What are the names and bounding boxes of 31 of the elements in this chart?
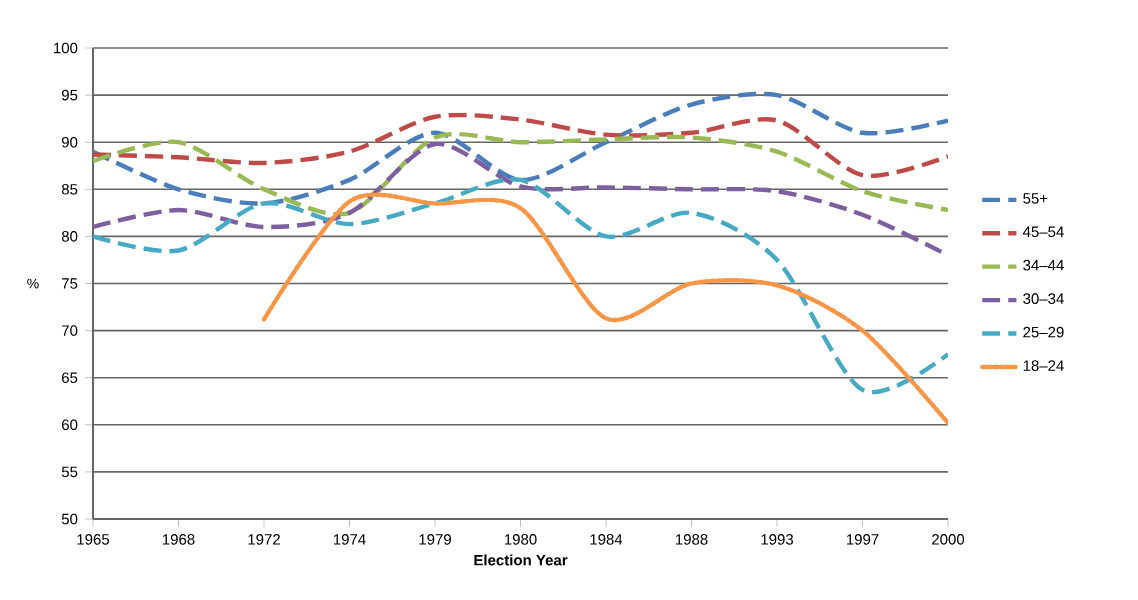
y-tick-label: 60: [62, 419, 78, 431]
x-tick-label: 1984: [590, 534, 623, 545]
x-tick-label: 1965: [77, 534, 110, 545]
x-tick-label: 1979: [419, 534, 451, 545]
x-axis-title: Election Year: [474, 554, 568, 566]
y-axis-title: %: [27, 278, 39, 289]
y-tick-label: 85: [61, 183, 78, 195]
y-tick-label: 70: [62, 325, 78, 336]
y-tick-label: 100: [54, 42, 78, 54]
y-tick-label: 55: [61, 466, 78, 478]
y-tick-label: 65: [62, 372, 78, 384]
y-tick-label: 90: [61, 136, 78, 148]
line-series: [93, 91, 949, 206]
x-tick-label: 1980: [504, 534, 537, 545]
legend-label: 45–54: [1022, 226, 1064, 238]
y-tick-label: 80: [61, 231, 78, 242]
y-tick-label: 95: [61, 89, 78, 101]
y-tick-label: 50: [61, 513, 78, 525]
x-tick-label: 1974: [333, 534, 366, 545]
legend-label: 18–24: [1023, 360, 1064, 371]
legend-label: 34–44: [1023, 259, 1064, 271]
x-tick-label: 1968: [162, 534, 195, 545]
y-tick-label: 75: [62, 278, 78, 289]
legend-label: 30–34: [1023, 293, 1064, 304]
x-tick-label: 1988: [675, 534, 708, 545]
legend-label: 25–29: [1023, 326, 1064, 338]
x-tick-label: 2000: [932, 534, 965, 545]
x-tick-label: 1972: [248, 534, 280, 545]
x-tick-label: 1993: [761, 534, 794, 545]
x-tick-label: 1997: [846, 534, 879, 545]
legend-label: 55+: [1023, 193, 1048, 204]
